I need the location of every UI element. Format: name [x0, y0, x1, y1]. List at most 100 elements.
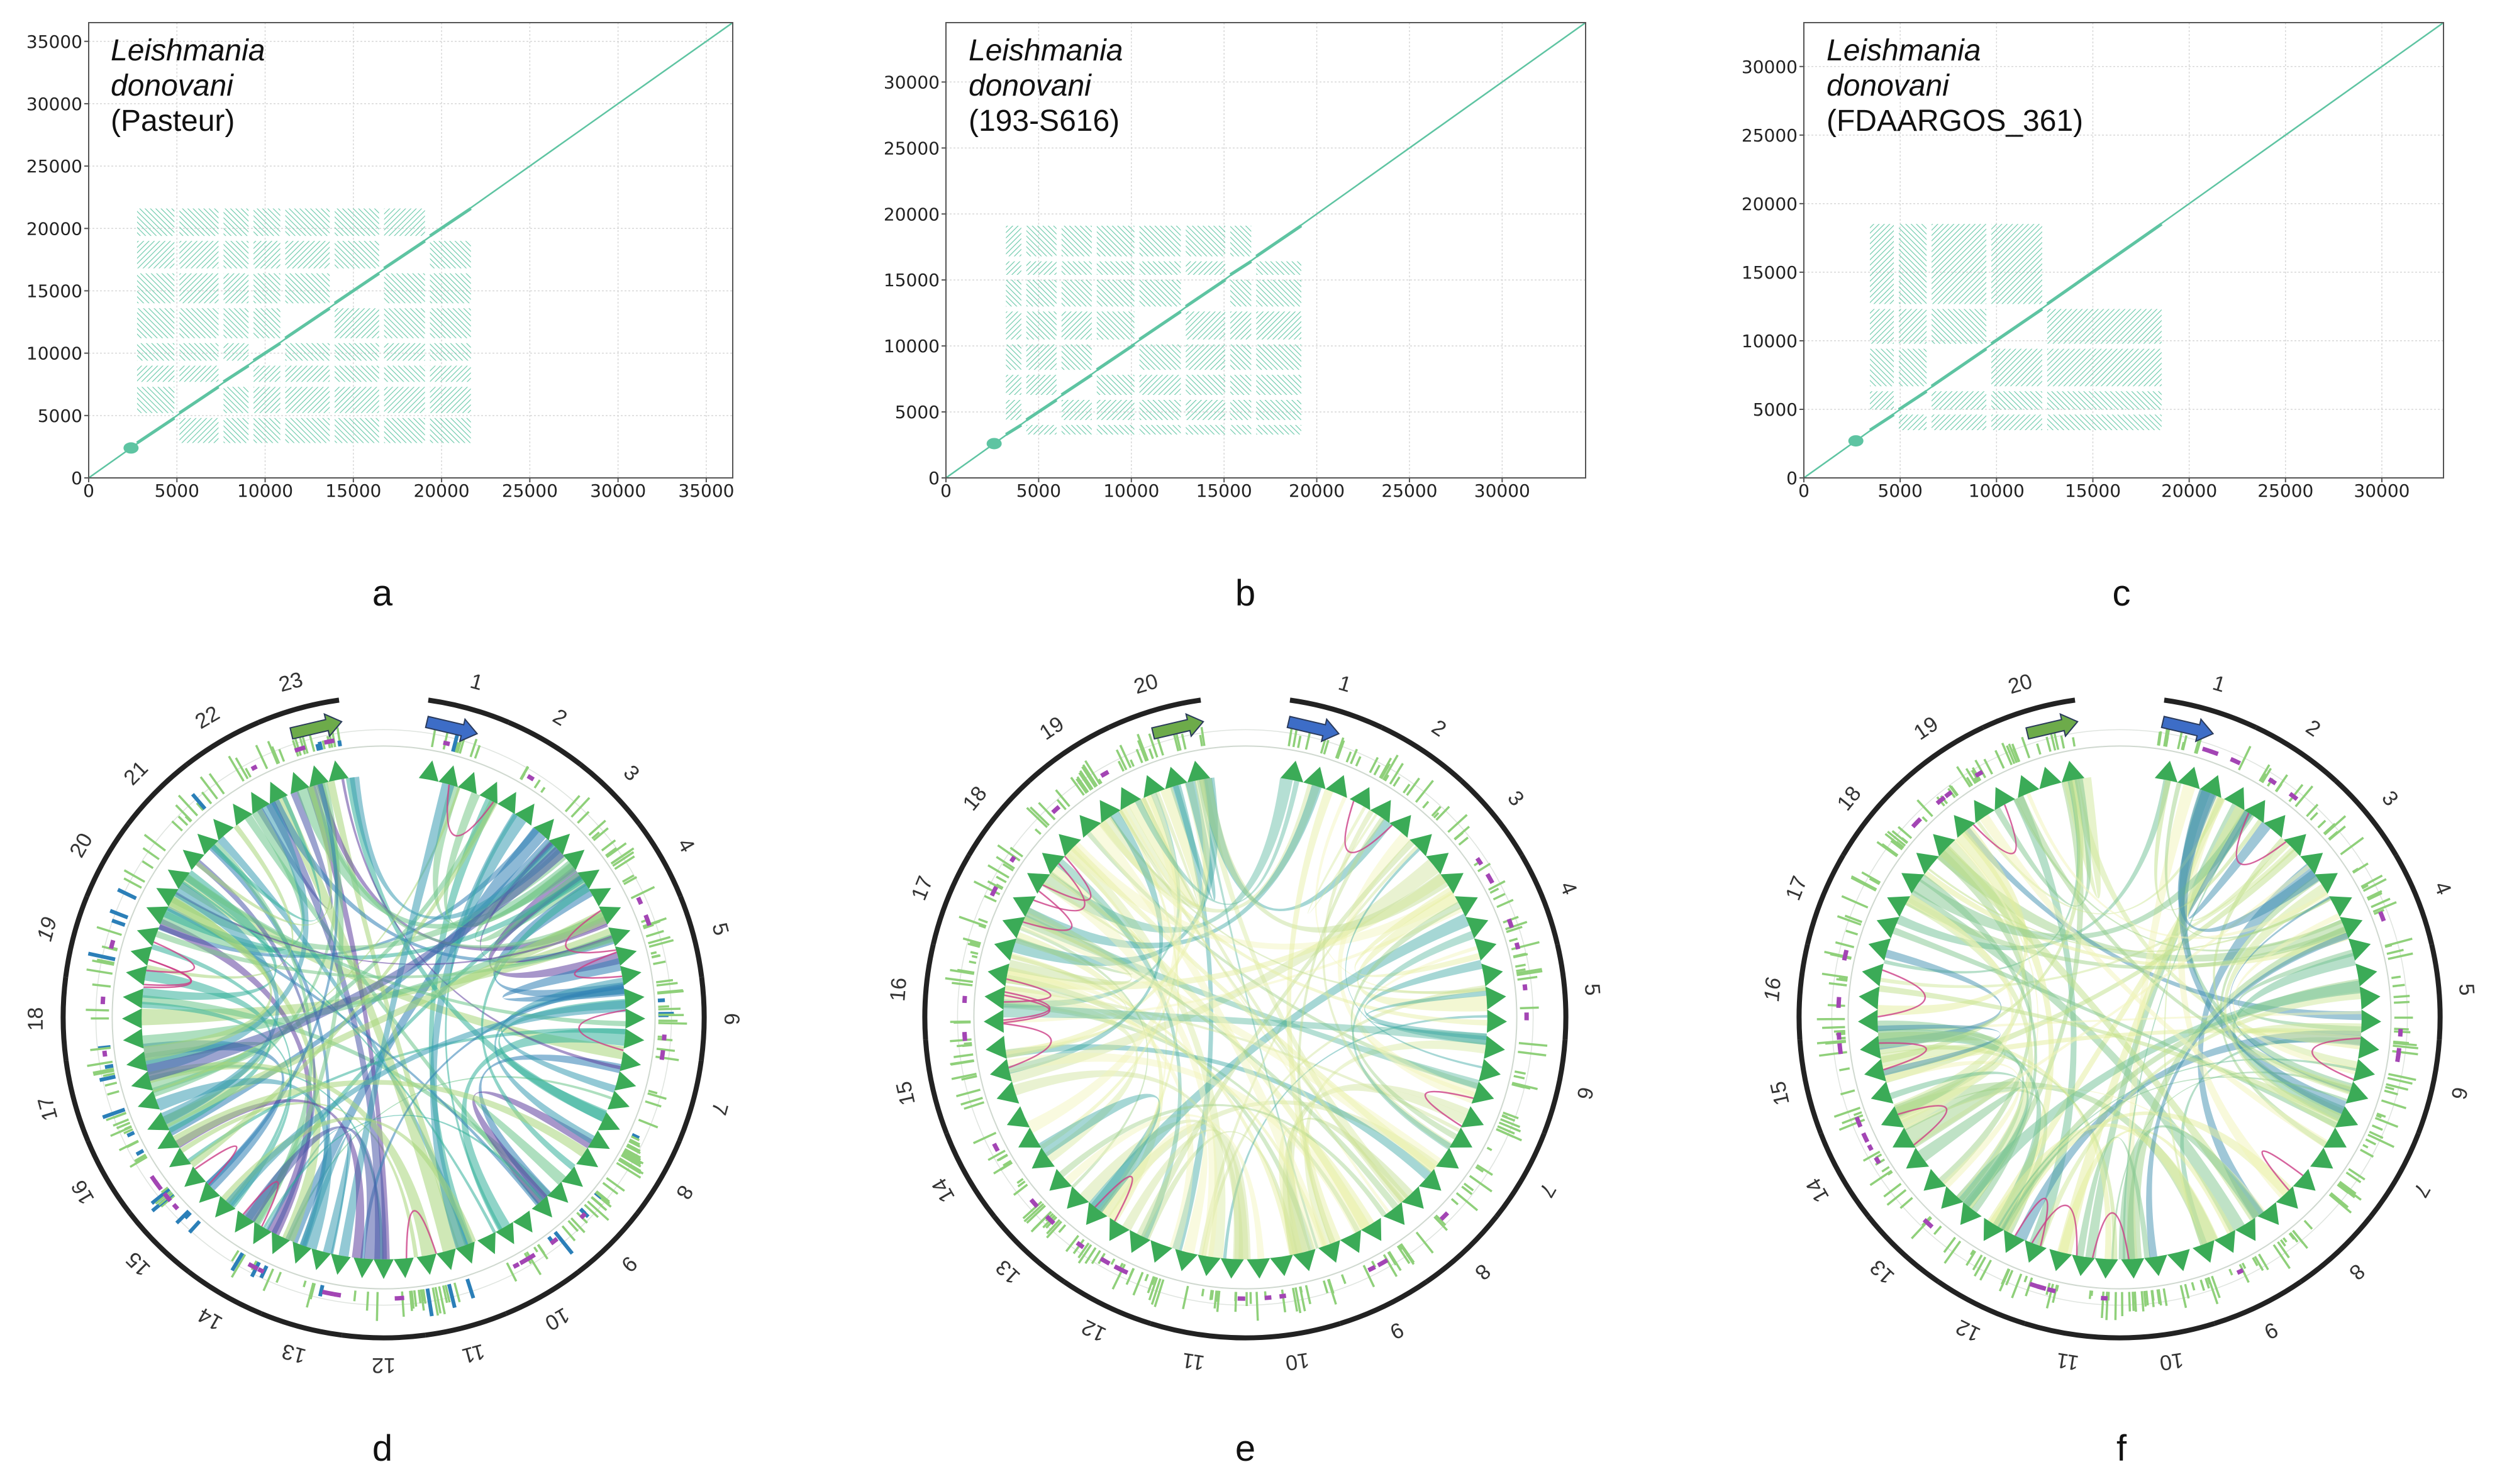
dot-block — [1932, 414, 1987, 431]
density-segment — [1280, 760, 1347, 798]
dot-block — [1026, 225, 1057, 257]
dot-block — [1006, 375, 1021, 395]
histogram-bar — [1038, 802, 1056, 821]
dot-block — [1870, 348, 1894, 387]
histogram-bar — [1830, 953, 1852, 960]
self-link-arc — [143, 958, 192, 988]
histogram-bar — [1476, 1164, 1493, 1176]
density-segment — [2284, 834, 2338, 894]
chromosome-label: 5 — [1580, 983, 1604, 997]
purple-marker — [172, 1203, 179, 1210]
panel-label-e: e — [1235, 1428, 1256, 1469]
histogram-bar — [648, 1089, 658, 1095]
dot-block — [1026, 344, 1057, 370]
histogram-bar — [1129, 1268, 1135, 1276]
histogram-bar — [171, 820, 183, 832]
histogram-bar — [1098, 778, 1103, 784]
histogram-bar — [1994, 750, 2005, 769]
dot-block — [223, 273, 249, 304]
histogram-bar — [425, 1288, 434, 1317]
dot-block — [1256, 375, 1301, 395]
histogram-bar — [318, 741, 323, 751]
dot-block — [1899, 309, 1927, 344]
histogram-bar — [1454, 826, 1471, 840]
histogram-bar — [469, 738, 478, 758]
histogram-bar — [2258, 1253, 2269, 1271]
histogram-bar — [2366, 890, 2382, 899]
chord-link — [503, 958, 625, 1002]
histogram-bar — [1972, 1254, 1983, 1271]
chromosome-ideogram — [1062, 1280, 1152, 1326]
chromosome-label: 4 — [1555, 878, 1581, 899]
histogram-bar — [1355, 756, 1362, 767]
dot-block — [1061, 261, 1092, 275]
histogram-bar — [87, 951, 116, 961]
dot-block — [1096, 280, 1135, 307]
histogram-bar — [2360, 874, 2383, 888]
chromosome-label: 12 — [1078, 1315, 1110, 1347]
histogram-bar — [1210, 1290, 1215, 1300]
plot-frame — [945, 22, 1586, 479]
histogram-bar — [401, 1291, 405, 1317]
chromosome-label: 19 — [1035, 712, 1069, 745]
histogram-bar — [1396, 1245, 1411, 1265]
histogram-bar — [2391, 975, 2401, 980]
histogram-bar — [1513, 1075, 1525, 1080]
purple-marker — [1377, 1258, 1389, 1268]
histogram-bar — [306, 1282, 314, 1308]
dot-block — [1139, 399, 1181, 420]
chord-link — [2000, 1111, 2293, 1233]
histogram-bar — [1965, 777, 1974, 787]
histogram-bar — [2164, 728, 2171, 747]
histogram-bar — [409, 1290, 413, 1311]
chord-link — [257, 790, 333, 910]
purple-marker — [1861, 1132, 1870, 1143]
histogram-bar — [2090, 1290, 2094, 1297]
histogram-bar — [587, 1200, 609, 1221]
density-segment — [607, 1051, 642, 1110]
density-segment — [292, 1241, 351, 1275]
dot-block — [1932, 391, 1987, 410]
histogram-bar — [567, 1220, 579, 1232]
histogram-bar — [2328, 1193, 2352, 1214]
histogram-bar — [647, 1092, 667, 1100]
density-segment — [1006, 1106, 1055, 1169]
dot-block — [285, 418, 330, 443]
chromosome-ideogram — [1339, 1280, 1428, 1326]
histogram-bar — [1886, 1189, 1907, 1206]
dot-block — [223, 208, 249, 236]
histogram-bar — [2384, 1089, 2398, 1096]
histogram-bar — [418, 1290, 422, 1304]
y-tick-label: 20000 — [26, 218, 82, 239]
histogram-bar — [465, 1278, 475, 1299]
chord-link — [1008, 912, 1132, 985]
purple-marker — [643, 914, 652, 926]
chord-link — [1012, 777, 1218, 966]
histogram-bar — [1998, 1268, 2011, 1292]
chromosome-label: 18 — [24, 1007, 48, 1031]
chromosome-label: 14 — [1801, 1174, 1834, 1207]
histogram-bar — [2114, 1292, 2117, 1321]
histogram-bar — [952, 982, 973, 987]
histogram-bar — [655, 1055, 679, 1061]
forward-arrow — [1286, 716, 1340, 743]
links — [1877, 777, 2362, 1260]
purple-marker — [102, 1050, 108, 1057]
chord-link — [1199, 777, 1393, 911]
dot-block — [1061, 399, 1092, 420]
dot-block — [1096, 375, 1135, 395]
y-tick-label: 10000 — [1742, 331, 1798, 352]
histogram-bar — [135, 1149, 145, 1156]
chromosome-ideogram — [635, 1140, 682, 1215]
chord-link — [146, 846, 565, 1082]
histogram-bar — [231, 1249, 240, 1262]
dot-block — [1186, 344, 1226, 370]
histogram-bar — [1974, 759, 1987, 778]
histogram-bar — [2206, 1277, 2211, 1285]
histogram-bar — [999, 1161, 1013, 1171]
chord-link — [338, 782, 455, 1257]
dot-block — [1230, 280, 1252, 307]
histogram-bar — [570, 797, 591, 818]
histogram-bar — [102, 1107, 126, 1119]
